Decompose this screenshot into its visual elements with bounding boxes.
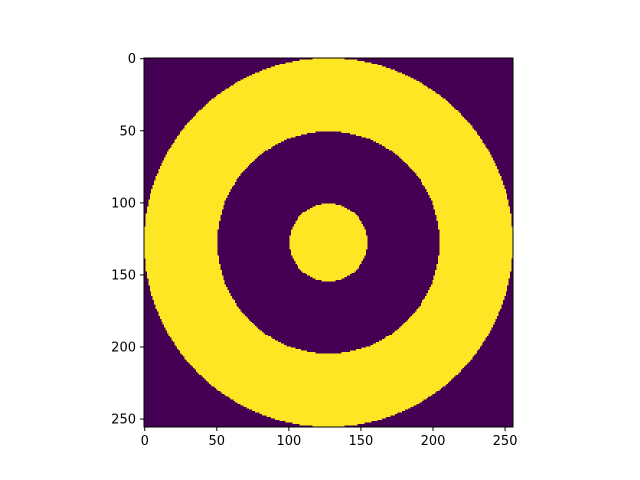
y-tick-label: 150 bbox=[111, 268, 136, 283]
y-tick-label: 100 bbox=[111, 196, 136, 211]
heatmap-image bbox=[144, 58, 513, 427]
x-axis: 0 50 100 150 200 250 bbox=[141, 427, 518, 449]
y-tick-label: 0 bbox=[128, 52, 136, 67]
y-axis: 0 50 100 150 200 250 bbox=[111, 52, 144, 428]
x-tick-label: 0 bbox=[141, 434, 149, 449]
x-tick-label: 100 bbox=[276, 434, 301, 449]
y-tick-label: 50 bbox=[119, 124, 136, 139]
x-tick-label: 50 bbox=[209, 434, 226, 449]
heatmap-raster bbox=[144, 58, 513, 427]
x-tick-label: 150 bbox=[349, 434, 374, 449]
x-tick-label: 250 bbox=[493, 434, 518, 449]
x-tick-label: 200 bbox=[421, 434, 446, 449]
axes-frame bbox=[143, 57, 514, 428]
y-tick-label: 250 bbox=[111, 413, 136, 428]
axes-spines bbox=[143, 57, 514, 428]
y-tick-label: 200 bbox=[111, 341, 136, 356]
